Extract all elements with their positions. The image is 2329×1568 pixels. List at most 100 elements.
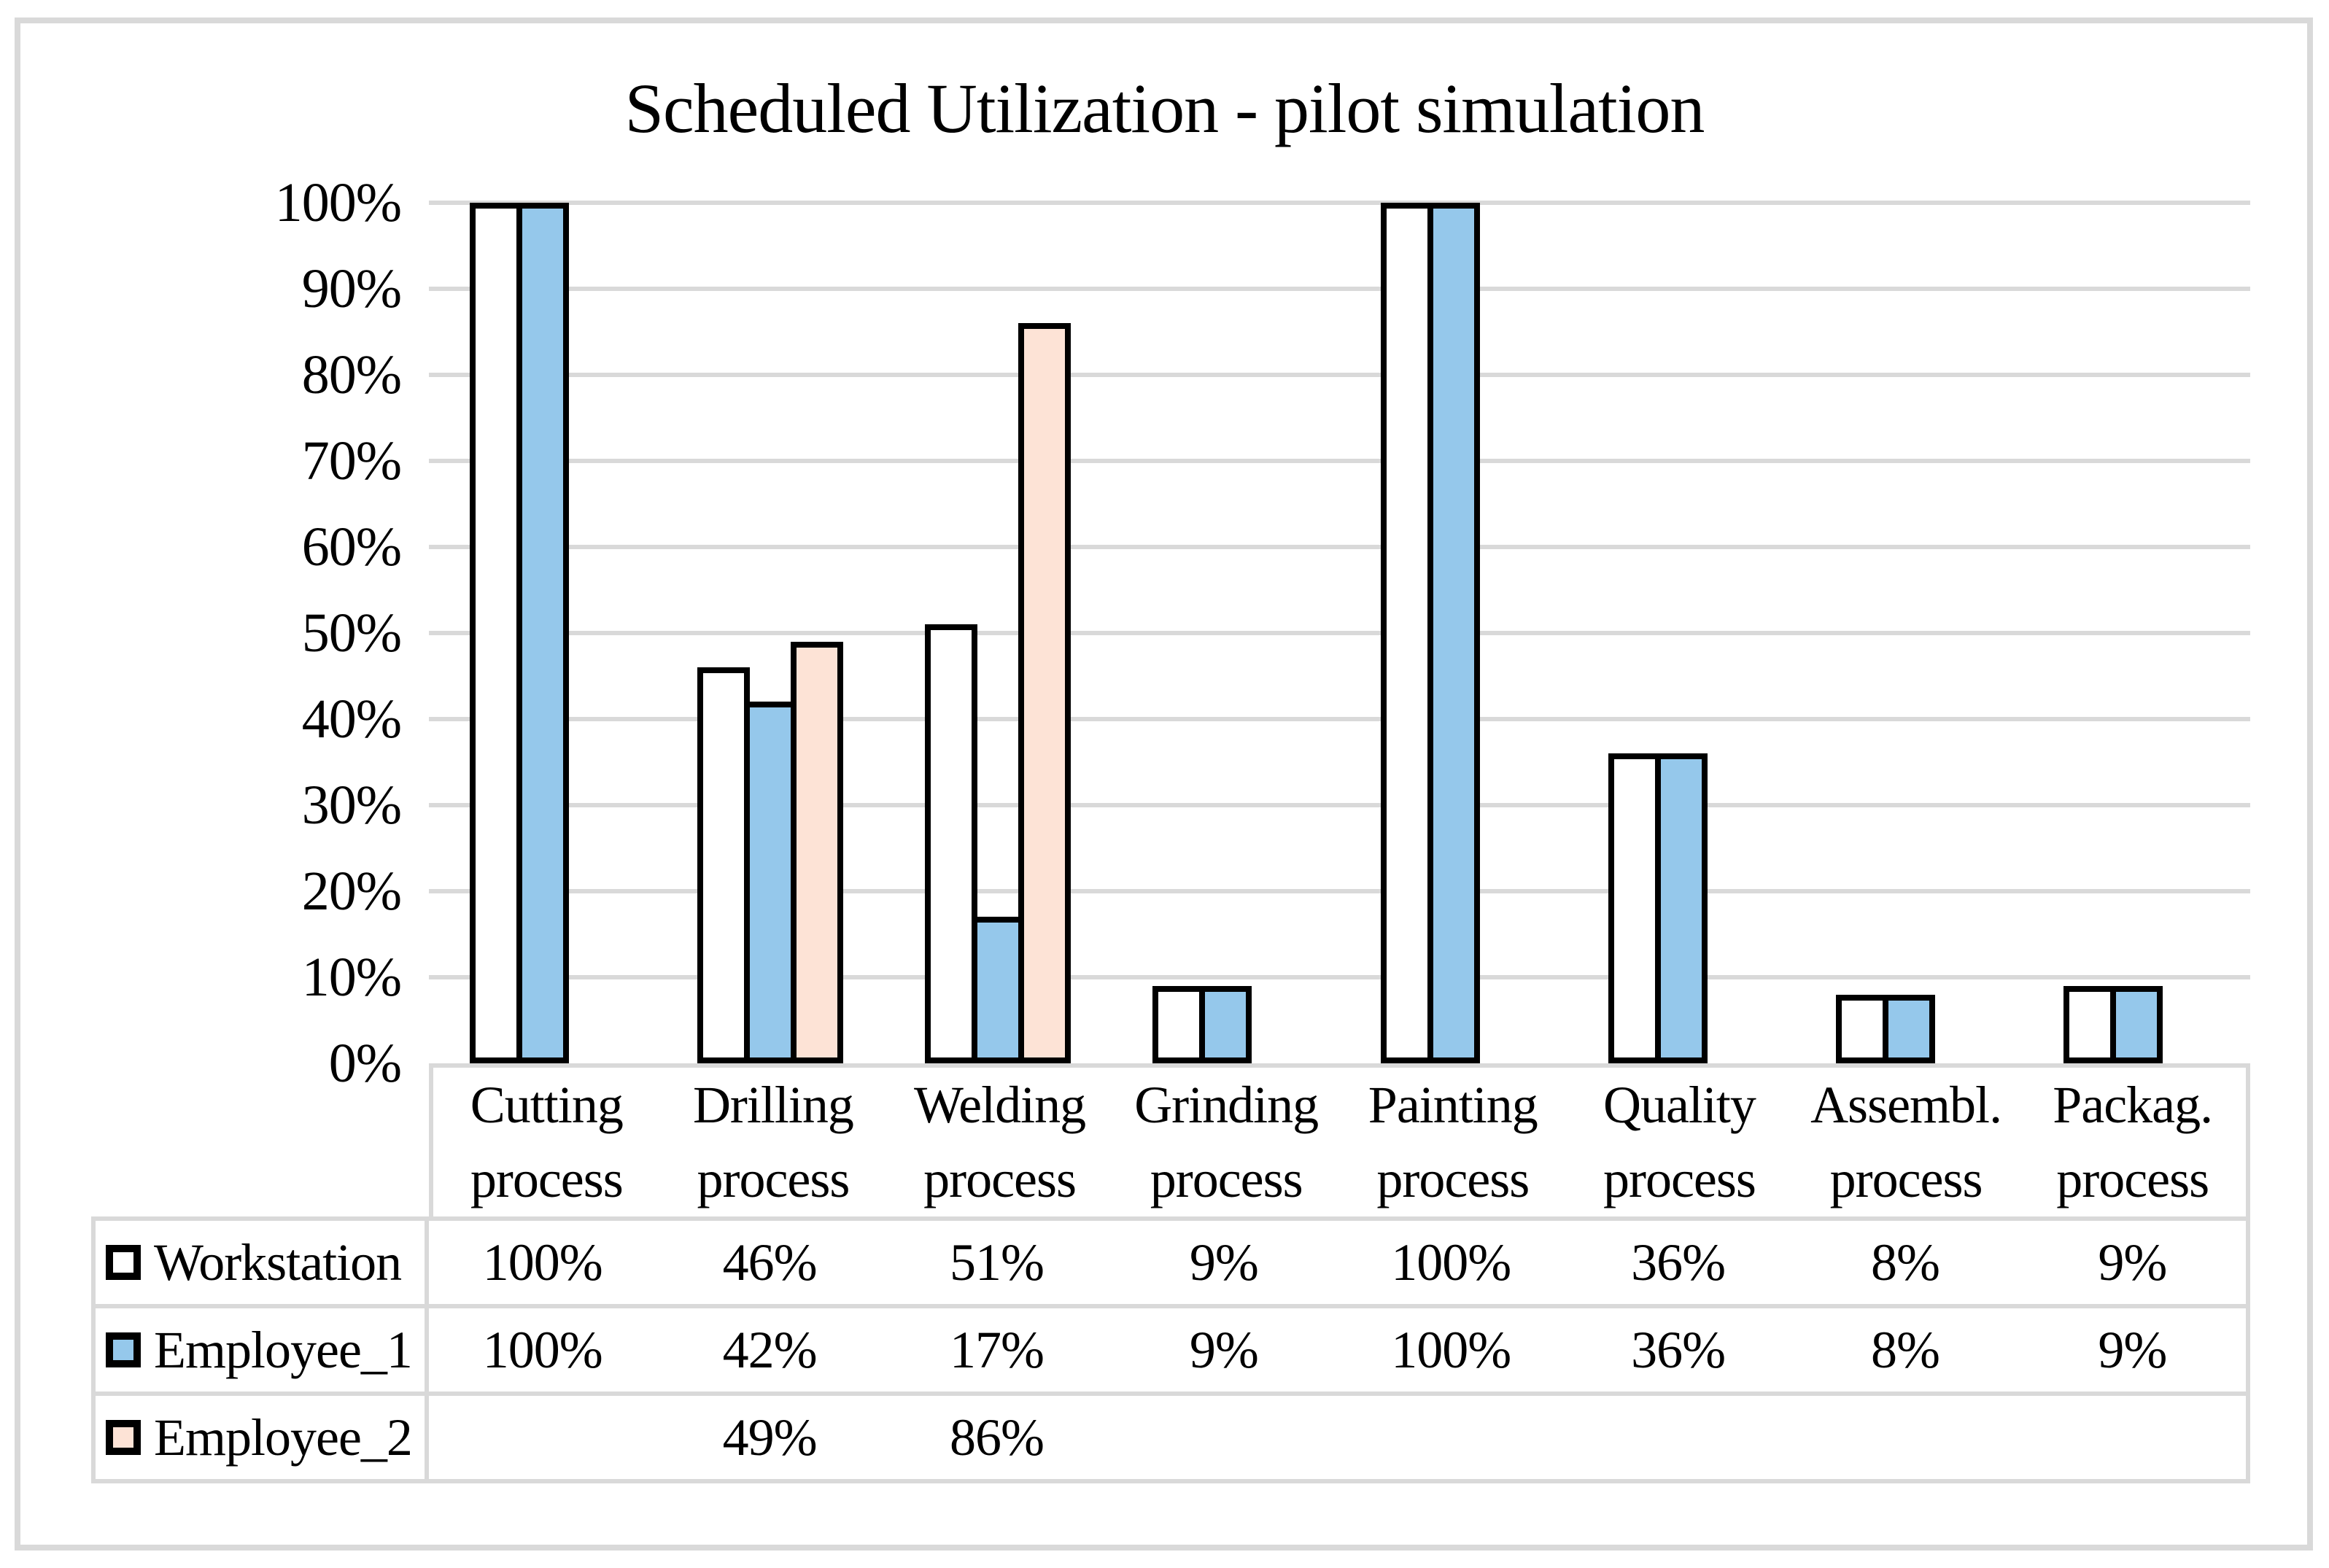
legend-key-employee-2 [106, 1420, 141, 1455]
bar-employee-1-assembl-process [1882, 994, 1935, 1063]
gridline [429, 545, 2250, 549]
bar-employee-1-painting-process [1427, 203, 1480, 1063]
table-value: 8% [1870, 1320, 1940, 1379]
bar-employee-2-welding-process [1018, 323, 1072, 1063]
bar-workstation-assembl-process [1835, 994, 1888, 1063]
category-label-line: process [1829, 1150, 1983, 1208]
table-value: 9% [2098, 1320, 2167, 1379]
gridline [429, 975, 2250, 979]
category-header-row: Cutting process Drilling process Welding proc… [429, 1063, 2250, 1221]
category-label-line: Drilling [692, 1076, 854, 1134]
row-header-workstation: Workstation [96, 1221, 429, 1304]
category-cell-packag-process: Packag. process [2019, 1068, 2246, 1216]
table-value [2019, 1396, 2246, 1479]
category-cell-painting-process: Painting process [1340, 1068, 1567, 1216]
bar-employee-2-drilling-process [791, 641, 844, 1063]
bar-employee-1-grinding-process [1199, 985, 1252, 1063]
table-value: 100% [482, 1320, 603, 1379]
row-values: 100% 42% 17% 9% 100% 36% 8% 9% [429, 1308, 2246, 1392]
table-value [429, 1396, 656, 1479]
table-row-employee-2: Employee_2 49% 86% [91, 1392, 2250, 1483]
category-label-line: Painting [1368, 1076, 1538, 1134]
bar-workstation-drilling-process [697, 667, 751, 1063]
plot-area [429, 201, 2250, 1063]
bar-employee-1-cutting-process [516, 203, 570, 1063]
category-label-line: process [1150, 1150, 1303, 1208]
table-value [1565, 1396, 1791, 1479]
table-value: 36% [1631, 1320, 1726, 1379]
category-label-line: Grinding [1134, 1076, 1319, 1134]
table-value: 51% [949, 1233, 1045, 1292]
category-label-line: process [923, 1150, 1077, 1208]
y-axis-label: 50% [301, 602, 402, 664]
category-cell-grinding-process: Grinding process [1113, 1068, 1340, 1216]
category-label-line: process [1376, 1150, 1530, 1208]
bar-workstation-welding-process [925, 624, 978, 1063]
gridline [429, 717, 2250, 721]
y-axis-label: 10% [301, 947, 402, 1008]
table-value: 100% [1391, 1233, 1511, 1292]
y-axis-label: 70% [301, 430, 402, 492]
chart-title: Scheduled Utilization - pilot simulation [624, 69, 1705, 147]
y-axis-label: 0% [328, 1033, 402, 1094]
row-header-employee-2: Employee_2 [96, 1396, 429, 1479]
gridline [429, 373, 2250, 377]
row-header-employee-1: Employee_1 [96, 1308, 429, 1392]
category-label-line: Packag. [2053, 1076, 2213, 1134]
bar-workstation-grinding-process [1152, 985, 1206, 1063]
y-axis-label: 80% [301, 344, 402, 405]
legend-key-workstation [106, 1245, 141, 1280]
category-label-line: Cutting [470, 1076, 624, 1134]
bar-workstation-cutting-process [470, 203, 523, 1063]
bar-employee-1-welding-process [972, 917, 1025, 1063]
y-axis-label: 40% [301, 688, 402, 750]
table-value: 49% [722, 1408, 818, 1467]
table-value: 100% [482, 1233, 603, 1292]
series-label: Employee_1 [154, 1320, 413, 1379]
gridline [429, 287, 2250, 291]
legend-key-employee-1 [106, 1332, 141, 1367]
table-value: 42% [722, 1320, 818, 1379]
gridline [429, 201, 2250, 205]
row-values: 100% 46% 51% 9% 100% 36% 8% 9% [429, 1221, 2246, 1304]
category-cell-assembl-process: Assembl. process [1793, 1068, 2020, 1216]
table-value [1110, 1396, 1337, 1479]
table-value: 46% [722, 1233, 818, 1292]
category-label-line: process [470, 1150, 624, 1208]
category-label-line: process [2056, 1150, 2209, 1208]
table-value: 9% [2098, 1233, 2167, 1292]
gridline [429, 631, 2250, 635]
category-cell-quality-process: Quality process [1566, 1068, 1793, 1216]
table-value: 100% [1391, 1320, 1511, 1379]
table-row-employee-1: Employee_1 100% 42% 17% 9% 100% 36% 8% 9% [91, 1304, 2250, 1396]
category-label-line: Quality [1603, 1076, 1756, 1134]
bar-employee-1-packag-process [2109, 985, 2163, 1063]
bar-workstation-quality-process [1608, 753, 1661, 1063]
series-label: Workstation [154, 1233, 402, 1292]
table-value: 8% [1870, 1233, 1940, 1292]
category-label-line: Welding [913, 1076, 1086, 1134]
category-label-line: Assembl. [1810, 1076, 2002, 1134]
gridline [429, 889, 2250, 893]
y-axis-label: 60% [301, 516, 402, 578]
category-label-line: process [697, 1150, 850, 1208]
table-row-workstation: Workstation 100% 46% 51% 9% 100% 36% 8% 9% [91, 1216, 2250, 1308]
table-value: 36% [1631, 1233, 1726, 1292]
category-cell-drilling-process: Drilling process [660, 1068, 887, 1216]
y-axis-label: 90% [301, 258, 402, 319]
y-axis-label: 30% [301, 775, 402, 836]
bar-employee-1-quality-process [1654, 753, 1708, 1063]
y-axis-label: 20% [301, 861, 402, 922]
y-axis-label: 100% [274, 172, 402, 233]
bar-workstation-packag-process [2063, 985, 2116, 1063]
table-value: 17% [949, 1320, 1045, 1379]
bar-workstation-painting-process [1380, 203, 1433, 1063]
table-value: 86% [949, 1408, 1045, 1467]
bar-employee-1-drilling-process [744, 702, 797, 1063]
row-values: 49% 86% [429, 1396, 2246, 1479]
table-value [1338, 1396, 1565, 1479]
category-label-line: process [1603, 1150, 1756, 1208]
table-value [1791, 1396, 2018, 1479]
category-cell-welding-process: Welding process [886, 1068, 1113, 1216]
